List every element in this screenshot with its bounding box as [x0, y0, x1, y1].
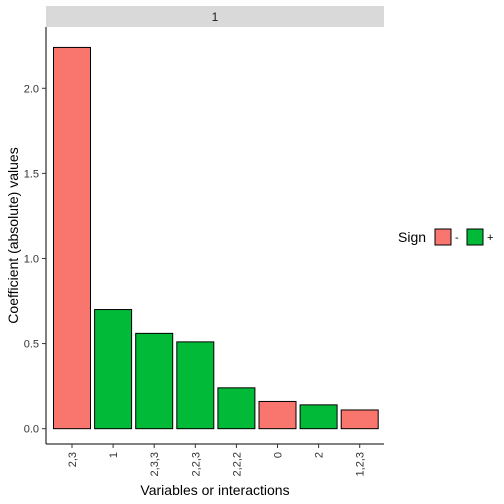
- bar-0: [258, 400, 297, 430]
- bar-2-3: [53, 46, 91, 430]
- x-tick-label: 1: [108, 452, 120, 458]
- legend-title: Sign: [398, 229, 426, 245]
- bar-2: [299, 404, 338, 430]
- x-tick-label: 2,2,2: [231, 452, 243, 476]
- legend: Sign - +: [398, 228, 493, 246]
- bar-2-2-3: [176, 341, 215, 430]
- x-tick-label: 0: [273, 452, 285, 458]
- bar-1: [94, 309, 133, 430]
- bar-group: [53, 46, 379, 430]
- bar-1-2-3: [340, 409, 379, 430]
- legend-key-minus: [434, 228, 452, 246]
- y-tick-label: 0.5: [24, 339, 39, 351]
- bar-2-3-3: [135, 332, 174, 430]
- facet-strip: [46, 6, 384, 27]
- x-tick-label: 1,2,3: [355, 452, 367, 476]
- y-axis-title: Coefficient (absolute) values: [5, 147, 21, 323]
- x-tick-label: 2,2,3: [190, 452, 202, 476]
- legend-label: -: [455, 232, 459, 244]
- y-axis-ticks: 0.0 0.5 1.0 1.5 2.0: [24, 83, 46, 436]
- legend-label: +: [487, 232, 493, 244]
- legend-key-plus: [466, 228, 484, 246]
- x-axis-title: Variables or interactions: [140, 482, 289, 498]
- bar-2-2-2: [217, 387, 256, 430]
- y-tick-label: 2.0: [24, 83, 39, 95]
- x-tick-label: 2: [314, 452, 326, 458]
- y-tick-label: 1.5: [24, 168, 39, 180]
- facet-strip-label: 1: [212, 10, 219, 24]
- x-tick-label: 2,3: [67, 452, 79, 467]
- y-tick-label: 1.0: [24, 253, 39, 265]
- x-axis-ticks: 2,3 1 2,3,3 2,2,3 2,2,2 0 2 1,2,3: [67, 444, 367, 476]
- x-tick-label: 2,3,3: [149, 452, 161, 476]
- y-tick-label: 0.0: [24, 424, 39, 436]
